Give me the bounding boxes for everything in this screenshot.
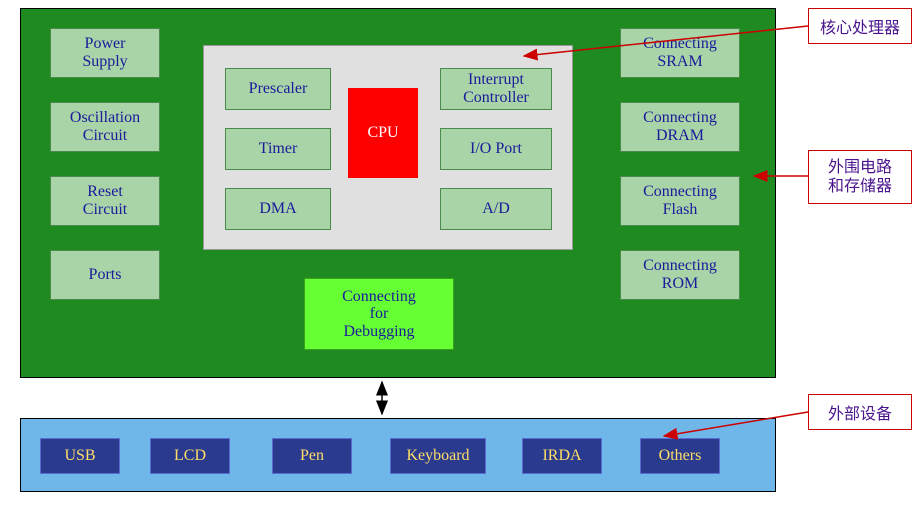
block-usb: USB	[40, 438, 120, 474]
block-debug: Connecting for Debugging	[304, 278, 454, 350]
block-pen: Pen	[272, 438, 352, 474]
block-power-supply: Power Supply	[50, 28, 160, 78]
block-prescaler: Prescaler	[225, 68, 331, 110]
block-oscillation: Oscillation Circuit	[50, 102, 160, 152]
block-irda: IRDA	[522, 438, 602, 474]
block-timer: Timer	[225, 128, 331, 170]
block-dma: DMA	[225, 188, 331, 230]
block-conn-flash: Connecting Flash	[620, 176, 740, 226]
block-keyboard: Keyboard	[390, 438, 486, 474]
block-others: Others	[640, 438, 720, 474]
block-conn-sram: Connecting SRAM	[620, 28, 740, 78]
note-external: 外部设备	[808, 394, 912, 430]
block-conn-dram: Connecting DRAM	[620, 102, 740, 152]
block-cpu: CPU	[348, 88, 418, 178]
note-peripheral: 外围电路 和存储器	[808, 150, 912, 204]
block-interrupt: Interrupt Controller	[440, 68, 552, 110]
block-ad: A/D	[440, 188, 552, 230]
block-lcd: LCD	[150, 438, 230, 474]
block-conn-rom: Connecting ROM	[620, 250, 740, 300]
block-ports: Ports	[50, 250, 160, 300]
block-ioport: I/O Port	[440, 128, 552, 170]
block-reset: Reset Circuit	[50, 176, 160, 226]
note-core: 核心处理器	[808, 8, 912, 44]
